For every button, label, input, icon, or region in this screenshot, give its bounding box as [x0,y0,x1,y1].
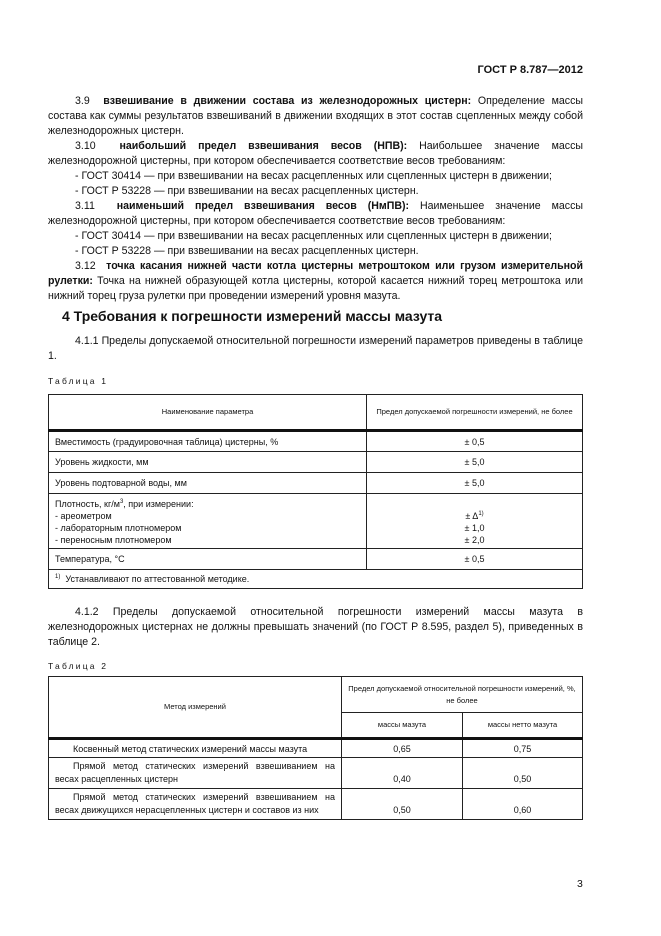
table-header: Предел допускаемой относительной погрешн… [341,676,583,713]
table-footnote: 1) Устанавливают по аттестованной методи… [48,569,583,589]
list-item: - ГОСТ Р 53228 — при взвешивании на веса… [75,185,419,197]
paragraph-3-11: 3.11 наименьший предел взвешивания весов… [48,200,584,227]
table-header: массы нетто мазута [462,712,583,740]
paragraph-3-9: 3.9 взвешивание в движении состава из же… [48,95,583,137]
table-2: Метод измерений Предел допускаемой относ… [48,676,583,820]
table-header: Метод измерений [48,676,342,740]
table-row: Косвенный метод статических измерений ма… [48,738,583,758]
paragraph-3-12: 3.12 точка касания нижней части котла ци… [48,260,583,302]
table-1-caption: Таблица 1 [48,376,109,386]
list-item: - ГОСТ 30414 — при взвешивании на весах … [75,230,552,242]
table-header: Наименование параметра [48,394,367,432]
section-heading: 4 Требования к погрешности измерений мас… [62,308,443,324]
table-row: Вместимость (градуировочная таблица) цис… [48,430,583,452]
table-1: Наименование параметра Предел допускаемо… [48,394,583,589]
table-row: Прямой метод статических измерений взвеш… [48,757,583,789]
table-header: массы мазута [341,712,463,740]
table-header: Предел допускаемой погрешности измерений… [366,394,583,432]
table-row: Температура, °С ± 0,5 [48,548,583,570]
table-row: Плотность, кг/м3, при измерении: - ареом… [48,493,583,549]
page-number: 3 [577,878,583,890]
document-code: ГОСТ Р 8.787—2012 [477,64,583,76]
list-item: - ГОСТ 30414 — при взвешивании на весах … [75,170,552,182]
paragraph-4-1-1: 4.1.1 Пределы допускаемой относительной … [48,335,583,362]
list-item: - ГОСТ Р 53228 — при взвешивании на веса… [75,245,419,257]
paragraph-3-10: 3.10 наибольший предел взвешивания весов… [48,140,583,167]
definitions: 3.9 взвешивание в движении состава из же… [48,94,583,304]
table-row: Уровень жидкости, мм ± 5,0 [48,451,583,473]
table-row: Уровень подтоварной воды, мм ± 5,0 [48,472,583,494]
paragraph-4-1-2: 4.1.2 Пределы допускаемой относительной … [48,606,583,648]
table-2-caption: Таблица 2 [48,661,109,671]
table-row: Прямой метод статических измерений взвеш… [48,788,583,820]
